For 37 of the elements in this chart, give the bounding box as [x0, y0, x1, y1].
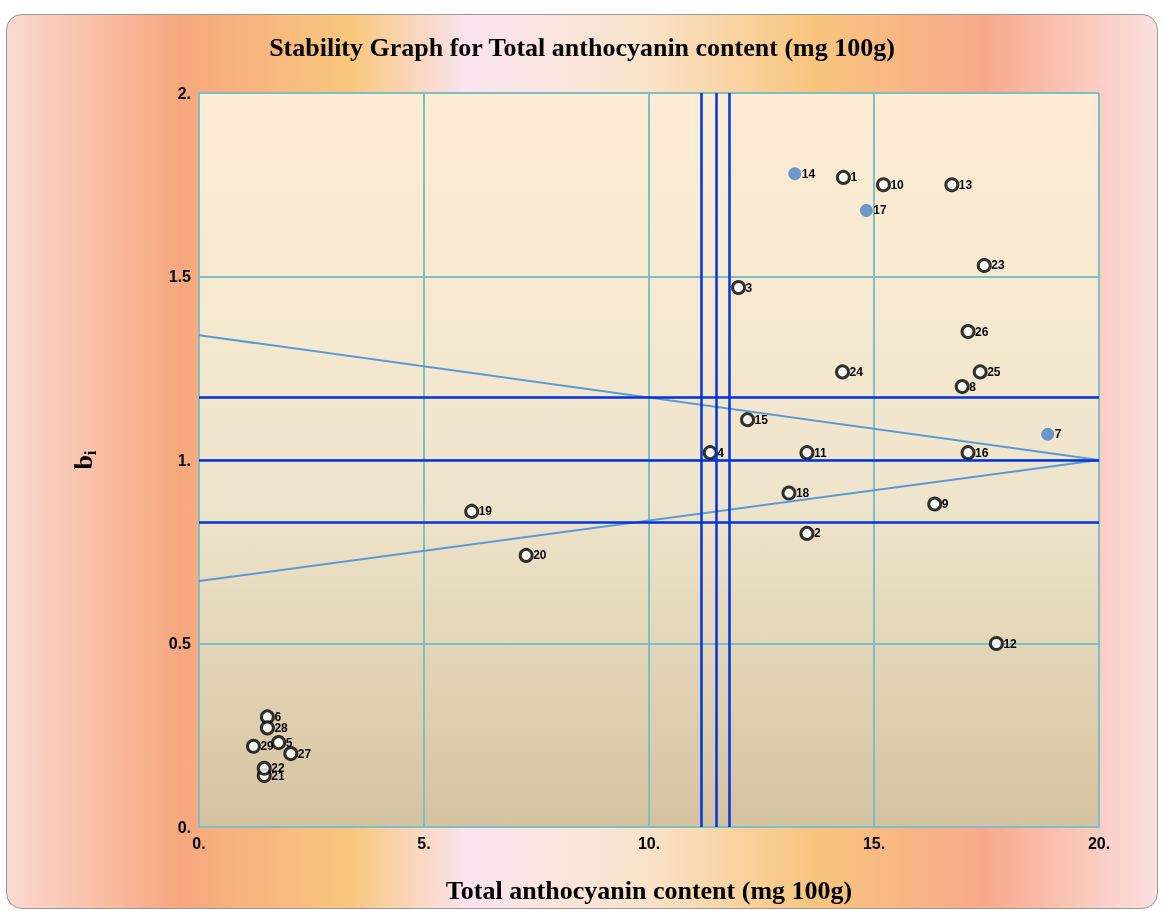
annotation: 17 [873, 203, 888, 218]
annotation: 15 [754, 412, 769, 427]
x-tick-label: 20. [1087, 834, 1111, 852]
annotation: 11 [813, 445, 827, 460]
annotation: 7 [1054, 427, 1062, 442]
annotation: 8 [969, 379, 977, 394]
annotation: 23 [991, 258, 1005, 273]
annotation: 16 [975, 445, 989, 460]
annotation: 5 [285, 735, 293, 750]
y-tick-label: 1.5 [168, 268, 192, 285]
annotation: 20 [533, 548, 547, 563]
annotation: 2 [813, 526, 821, 541]
y-tick-label: 2. [177, 84, 191, 102]
annotation: 25 [987, 364, 1001, 379]
y-tick-label: 1. [177, 451, 191, 469]
y-tick-label: 0.5 [168, 635, 192, 652]
annotation: 12 [1003, 636, 1018, 651]
chart-title: Stability Graph for Total anthocyanin content (mg 100g) [269, 32, 895, 62]
annotation: 1 [850, 170, 858, 185]
annotation: 13 [958, 177, 973, 192]
annotation: 10 [890, 177, 905, 192]
annotation: 24 [849, 364, 864, 379]
annotation: 3 [745, 280, 753, 295]
annotation: 29 [260, 739, 275, 754]
annotation: 9 [941, 497, 949, 512]
annotation: 14 [801, 166, 816, 181]
x-axis-title: Total anthocyanin content (mg 100g) [445, 875, 853, 905]
x-tick-label: 10. [637, 834, 661, 852]
x-tick-label: 5. [417, 834, 431, 852]
y-tick-label: 0. [177, 818, 191, 836]
y-axis-title: bi [69, 450, 100, 470]
annotation: 27 [297, 746, 312, 761]
x-tick-label: 15. [862, 834, 886, 852]
x-tick-label: 0. [192, 834, 206, 852]
annotation: 18 [795, 486, 810, 501]
annotation: 26 [975, 324, 989, 339]
annotation: 19 [478, 504, 493, 519]
